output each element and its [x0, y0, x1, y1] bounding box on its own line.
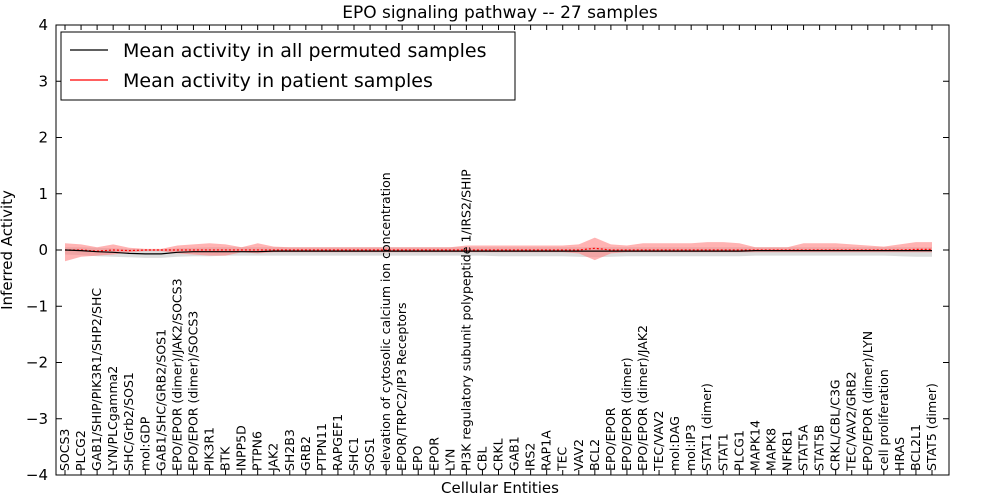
x-tick-label: SH2B3 [282, 429, 297, 471]
series-lines [64, 247, 932, 255]
series-line-1 [65, 247, 932, 252]
y-tick-label: 1 [38, 185, 48, 203]
x-axis-label: Cellular Entities [441, 479, 559, 497]
x-tick-label: SOS1 [362, 437, 377, 471]
y-tick-label: 4 [38, 16, 48, 34]
y-tick-label: −1 [26, 297, 48, 315]
x-tick-label: cell proliferation [876, 369, 891, 471]
x-tick-label: STAT5 (dimer) [924, 383, 939, 471]
x-tick-label: GAB1 [507, 436, 522, 471]
x-tick-label: EPO/EPOR (dimer) [619, 357, 634, 471]
x-tick-label: RAPGEF1 [330, 414, 345, 471]
x-tick-label: PI3K regulatory subunit polypeptide 1/IR… [458, 169, 473, 471]
x-tick-label: IRS2 [523, 443, 538, 471]
x-tick-label: JAK2 [266, 443, 281, 472]
x-tick-label: mol:IP3 [683, 424, 698, 471]
x-tick-label: mol:DAG [667, 416, 682, 471]
x-tick-label: BTK [218, 446, 233, 471]
y-axis-label: Inferred Activity [0, 190, 16, 310]
x-tick-label: EPO/EPOR [603, 407, 618, 471]
x-tick-label: LYN [442, 449, 457, 471]
y-tick-label: −3 [26, 410, 48, 428]
x-tick-label: EPOR [426, 437, 441, 471]
chart-title: EPO signaling pathway -- 27 samples [342, 3, 658, 23]
legend-label-permuted: Mean activity in all permuted samples [123, 40, 486, 62]
x-tick-label: MAPK14 [747, 420, 762, 471]
x-tick-label: RAP1A [539, 430, 554, 471]
y-tick-label: −2 [26, 354, 48, 372]
x-tick-label: HRAS [892, 437, 907, 471]
x-tick-label: CRKL [491, 438, 506, 471]
x-tick-label: SOCS3 [57, 429, 72, 471]
x-tick-label: BCL2 [587, 439, 602, 471]
x-axis: SOCS3 PLCG2 GAB1/SHIP/PIK3R1/SHP2/SHC LYN/P… [57, 25, 939, 475]
x-tick-label: NFKB1 [780, 430, 795, 471]
x-tick-label: GAB1/SHC/GRB2/SOS1 [153, 329, 168, 471]
x-tick-label: BCL2L1 [908, 424, 923, 471]
x-tick-label: EPO/EPOR (dimer)/SOCS3 [185, 311, 200, 471]
y-tick-label: −4 [26, 466, 48, 484]
x-tick-label: TEC [555, 446, 570, 472]
legend: Mean activity in all permuted samples Me… [60, 31, 516, 101]
x-tick-label: PLCG2 [73, 430, 88, 471]
x-tick-label: EPO [410, 446, 425, 471]
x-tick-label: EPO/EPOR (dimer)/JAK2 [635, 325, 650, 471]
x-tick-label: STAT5B [812, 425, 827, 471]
x-tick-label: TEC/VAV2/GRB2 [844, 371, 859, 472]
x-tick-label: STAT1 [715, 433, 730, 471]
y-tick-label: 0 [38, 241, 48, 259]
y-axis: −4 −3 −2 −1 0 1 2 3 4 [26, 16, 949, 484]
y-tick-label: 3 [38, 72, 48, 90]
legend-label-patient: Mean activity in patient samples [123, 70, 433, 92]
x-tick-label: PTPN11 [314, 423, 329, 471]
x-tick-label: VAV2 [571, 439, 586, 471]
x-tick-label: SHC1 [346, 437, 361, 471]
x-tick-label: STAT5A [796, 424, 811, 471]
x-tick-label: EPOR/TRPC2/IP3 Receptors [394, 302, 409, 471]
x-tick-label: EPO/EPOR (dimer)/JAK2/SOCS3 [169, 278, 184, 471]
x-tick-label: LYN/PLCgamma2 [105, 366, 120, 471]
x-tick-label: MAPK8 [763, 428, 778, 471]
x-tick-label: GRB2 [298, 436, 313, 471]
x-tick-label: elevation of cytosolic calcium ion conce… [378, 172, 393, 471]
x-tick-label: GAB1/SHIP/PIK3R1/SHP2/SHC [89, 288, 104, 471]
series-line-0 [64, 249, 932, 255]
x-tick-label: EPO/EPOR (dimer)/LYN [860, 331, 875, 471]
x-tick-label: TEC/VAV2 [651, 411, 666, 472]
x-tick-label: PIK3R1 [202, 427, 217, 471]
x-tick-label: STAT1 (dimer) [699, 383, 714, 471]
x-tick-label: mol:GDP [137, 416, 152, 471]
x-tick-label: PTPN6 [250, 431, 265, 471]
x-tick-label: CRKL/CBL/C3G [828, 379, 843, 471]
x-tick-label: INPP5D [234, 425, 249, 471]
x-tick-label: CBL [474, 447, 489, 471]
legend-box [60, 31, 516, 101]
x-tick-label: PLCG1 [731, 430, 746, 471]
y-tick-label: 2 [38, 129, 48, 147]
x-tick-label: SHC/Grb2/SOS1 [121, 372, 136, 471]
